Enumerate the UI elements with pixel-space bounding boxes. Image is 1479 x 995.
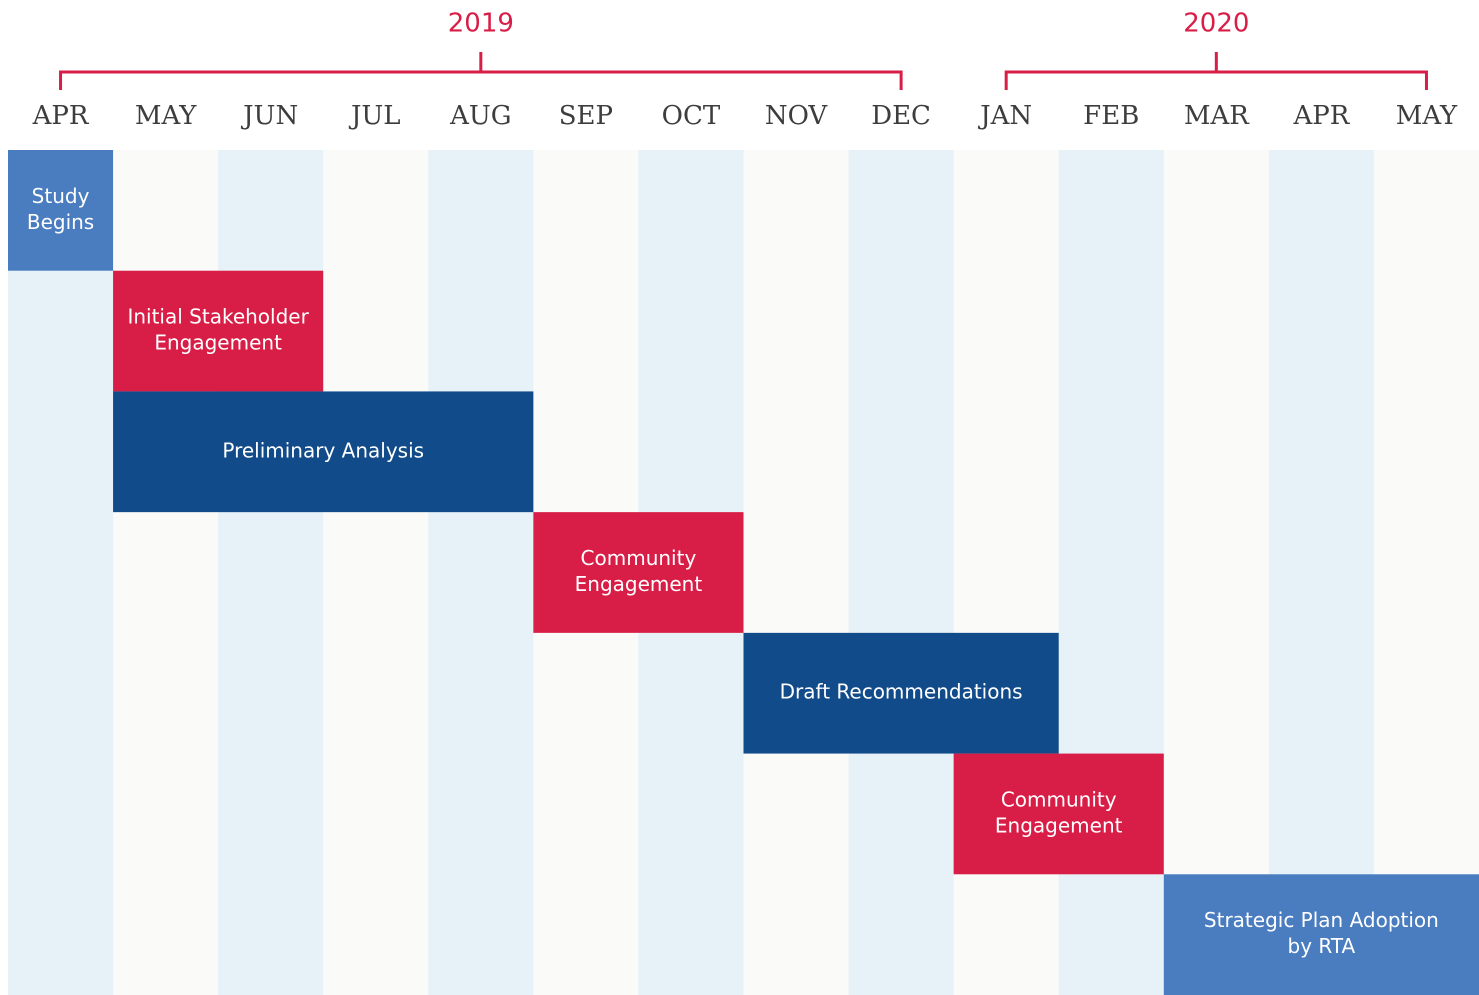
month-stripe	[848, 150, 955, 995]
month-label: SEP	[559, 101, 613, 131]
task-label: by RTA	[1288, 934, 1356, 958]
task-bar	[113, 391, 534, 513]
month-stripe	[428, 150, 534, 995]
month-label: FEB	[1083, 101, 1139, 131]
task-label: Engagement	[154, 331, 282, 355]
task-bar	[953, 753, 1164, 875]
month-stripe	[323, 150, 429, 995]
month-stripe	[8, 150, 114, 995]
month-label: AUG	[449, 101, 511, 131]
year-label: 2020	[1183, 9, 1249, 39]
year-label: 2019	[448, 9, 514, 39]
task-label: Draft Recommendations	[780, 680, 1023, 704]
month-label: JUN	[240, 101, 298, 131]
month-label: OCT	[662, 101, 721, 131]
task-label: Engagement	[995, 813, 1123, 837]
task-label: Study	[32, 184, 90, 208]
task-bar	[533, 512, 744, 633]
task-label: Engagement	[575, 572, 703, 596]
task-label: Community	[1001, 787, 1117, 811]
month-label: MAY	[1396, 101, 1458, 131]
task-label: Strategic Plan Adoption	[1204, 908, 1439, 932]
task-bar	[1163, 874, 1479, 995]
task-bar	[743, 632, 1059, 754]
month-stripe	[1163, 150, 1270, 995]
month-label: NOV	[765, 101, 829, 131]
month-stripe	[1373, 150, 1479, 995]
year-bracket	[1004, 52, 1428, 90]
year-bracket	[59, 52, 903, 90]
month-label: MAY	[135, 101, 197, 131]
month-stripe	[1268, 150, 1375, 995]
task-bar	[113, 270, 324, 392]
month-label: APR	[1292, 101, 1350, 131]
month-label: JAN	[977, 101, 1032, 131]
month-label: MAR	[1184, 101, 1250, 131]
month-label: JUL	[348, 101, 401, 131]
month-label: APR	[32, 101, 90, 131]
task-label: Begins	[27, 210, 94, 234]
task-label: Preliminary Analysis	[222, 438, 424, 462]
task-label: Community	[581, 546, 697, 570]
task-bar	[8, 150, 114, 271]
month-stripe	[743, 150, 850, 995]
month-label: DEC	[871, 101, 931, 131]
task-label: Initial Stakeholder	[127, 305, 309, 329]
